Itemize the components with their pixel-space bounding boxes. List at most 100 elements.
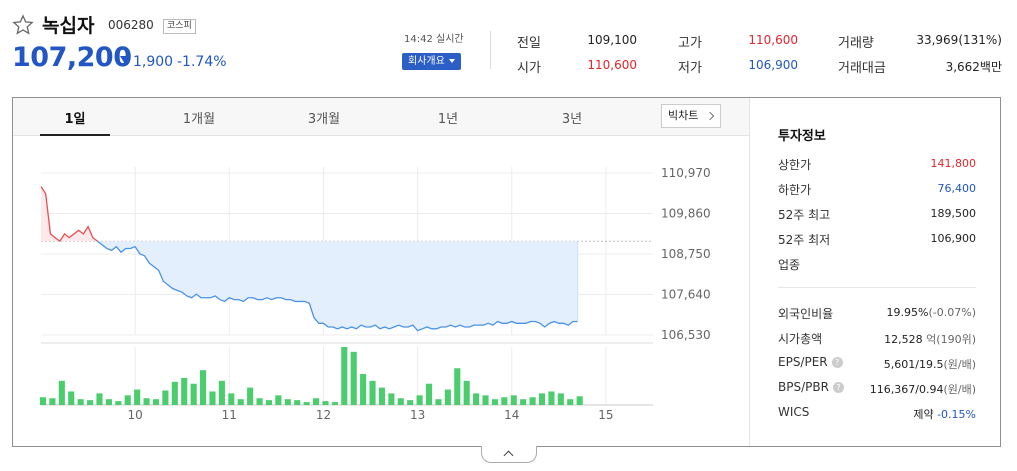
volume-bar [105, 399, 112, 405]
info-value-52w-low: 106,900 [930, 232, 977, 245]
help-icon[interactable]: ? [832, 382, 844, 393]
down-arrow-icon [120, 56, 130, 64]
volume-bar [237, 399, 244, 405]
volume-bar [303, 402, 310, 405]
foreign-ratio-value: 19.95% [886, 306, 929, 319]
volume-bar [152, 399, 160, 405]
current-price: 107,200 [12, 42, 132, 73]
x-tick-label: 11 [222, 408, 237, 422]
tab-1day[interactable]: 1일 [64, 112, 86, 127]
volume-bar [275, 395, 282, 405]
volume-bar [350, 351, 357, 405]
volume-bar [520, 399, 527, 405]
quote-label-prev-close: 전일 [517, 36, 541, 51]
volume-bar [39, 397, 47, 405]
volume-bar [425, 383, 433, 405]
eps-per-value: 5,601/19.5 [883, 358, 944, 371]
market-badge: 코스피 [163, 19, 196, 34]
info-label-market-cap: 시가총액 [778, 332, 823, 346]
bps-pbr-unit: (원/배) [943, 383, 976, 396]
volume-bar [190, 383, 197, 405]
company-overview-label: 회사개요 [408, 56, 445, 67]
realtime-label: 14:42 실시간 [404, 34, 464, 45]
volume-bar [435, 399, 442, 405]
info-separator [778, 287, 976, 288]
side-divider [749, 98, 750, 446]
y-tick-label: 108,750 [661, 247, 711, 261]
volume-bar [200, 370, 207, 405]
volume-bar [162, 390, 169, 405]
volume-bar [473, 393, 480, 405]
price-line-down [58, 241, 578, 332]
info-value-foreign-ratio: 19.95%(-0.07%) [850, 306, 976, 319]
price-area-down [41, 241, 578, 331]
market-cap-rank: 억(190위) [926, 333, 976, 346]
volume-bar [247, 387, 254, 405]
stock-code: 006280 [108, 18, 154, 32]
quote-label-low: 저가 [678, 61, 702, 76]
volume-bar [124, 395, 131, 405]
volume-bar [181, 377, 188, 405]
active-tab-indicator [40, 134, 110, 136]
volume-bar [397, 398, 404, 405]
x-tick-label: 10 [128, 408, 143, 422]
y-tick-label: 107,640 [661, 288, 711, 302]
favorite-star-icon[interactable] [12, 14, 34, 36]
info-value-eps-per: 5,601/19.5(원/배) [850, 356, 976, 372]
info-label-sector: 업종 [778, 258, 801, 272]
volume-bar [378, 387, 386, 405]
eps-per-unit: (원/배) [943, 358, 976, 371]
quote-value-high: 110,600 [748, 33, 798, 47]
info-value-bps-pbr: 116,367/0.94(원/배) [850, 381, 976, 397]
chevron-right-icon [705, 111, 715, 121]
volume-bar [529, 397, 536, 405]
x-axis-labels: 10 11 12 13 14 15 [128, 408, 614, 422]
caret-down-icon [448, 59, 455, 63]
info-label-wics: WICS [778, 405, 810, 419]
collapse-button[interactable] [481, 446, 537, 463]
quote-label-open: 시가 [517, 61, 541, 76]
bps-pbr-value: 116,367/0.94 [869, 383, 944, 396]
volume-bar [548, 391, 555, 405]
volume-bar [501, 397, 508, 405]
change-rate: -1.74% [177, 54, 227, 70]
info-label-foreign-ratio: 외국인비율 [778, 307, 834, 321]
tab-3month[interactable]: 3개월 [307, 112, 341, 127]
volume-bar [49, 398, 56, 405]
bigchart-button[interactable]: 빅차트 [661, 104, 721, 128]
x-tick-label: 12 [316, 408, 331, 422]
wics-sector[interactable]: 제약 [913, 408, 934, 421]
volume-bar [265, 400, 273, 405]
tab-3year[interactable]: 3년 [561, 112, 583, 127]
volume-bar [115, 401, 122, 405]
volume-bar [68, 391, 75, 405]
volume-bar [557, 393, 564, 405]
tab-1month[interactable]: 1개월 [182, 112, 216, 127]
info-label-upper-limit: 상한가 [778, 158, 812, 172]
tab-1year[interactable]: 1년 [437, 112, 459, 127]
quote-label-volume: 거래량 [838, 36, 874, 51]
quote-label-trade-amount: 거래대금 [838, 61, 886, 76]
volume-bar [360, 374, 367, 405]
company-overview-button[interactable]: 회사개요 [402, 53, 461, 70]
volume-bar [87, 400, 94, 405]
volume-bar [444, 389, 451, 405]
header-divider [490, 31, 491, 69]
info-label-bps-pbr: BPS/PBR? [778, 380, 844, 394]
quote-value-open: 110,600 [587, 58, 637, 72]
volume-bar [463, 380, 470, 405]
investment-info-title: 투자정보 [778, 129, 826, 144]
info-value-wics[interactable]: 제약 -0.15% [850, 406, 976, 422]
bps-pbr-label: BPS/PBR [778, 380, 829, 394]
info-label-eps-per: EPS/PER? [778, 355, 843, 369]
volume-bar [482, 395, 489, 405]
x-tick-label: 13 [410, 408, 425, 422]
x-tick-label: 14 [504, 408, 519, 422]
help-icon[interactable]: ? [831, 357, 843, 368]
y-tick-label: 106,530 [661, 328, 711, 342]
info-value-market-cap: 12,528 억(190위) [850, 331, 976, 347]
price-line [41, 186, 578, 332]
volume-bar [331, 402, 338, 405]
intraday-chart: 110,970 109,860 108,750 107,640 106,530 10 11… [39, 166, 711, 422]
volume-bar [576, 396, 583, 405]
